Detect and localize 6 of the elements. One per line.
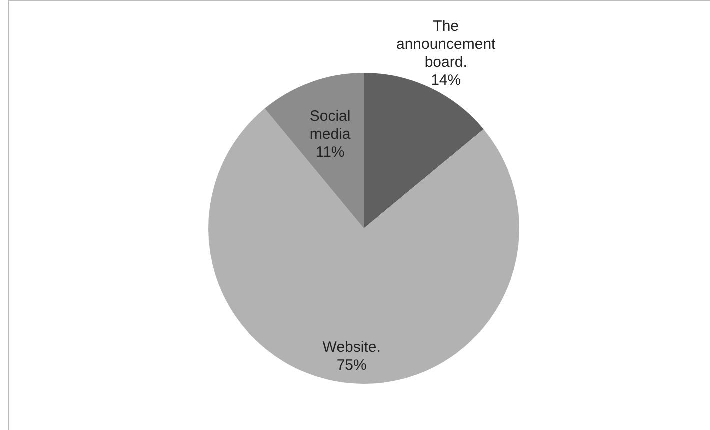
data-label: 11%: [316, 144, 345, 162]
slice-label: The announcement board.: [396, 18, 497, 72]
slice-label: Social media: [310, 108, 352, 144]
slice-label: Website.: [322, 339, 381, 356]
data-label: 14%: [431, 72, 462, 90]
data-label: 75%: [336, 357, 367, 374]
